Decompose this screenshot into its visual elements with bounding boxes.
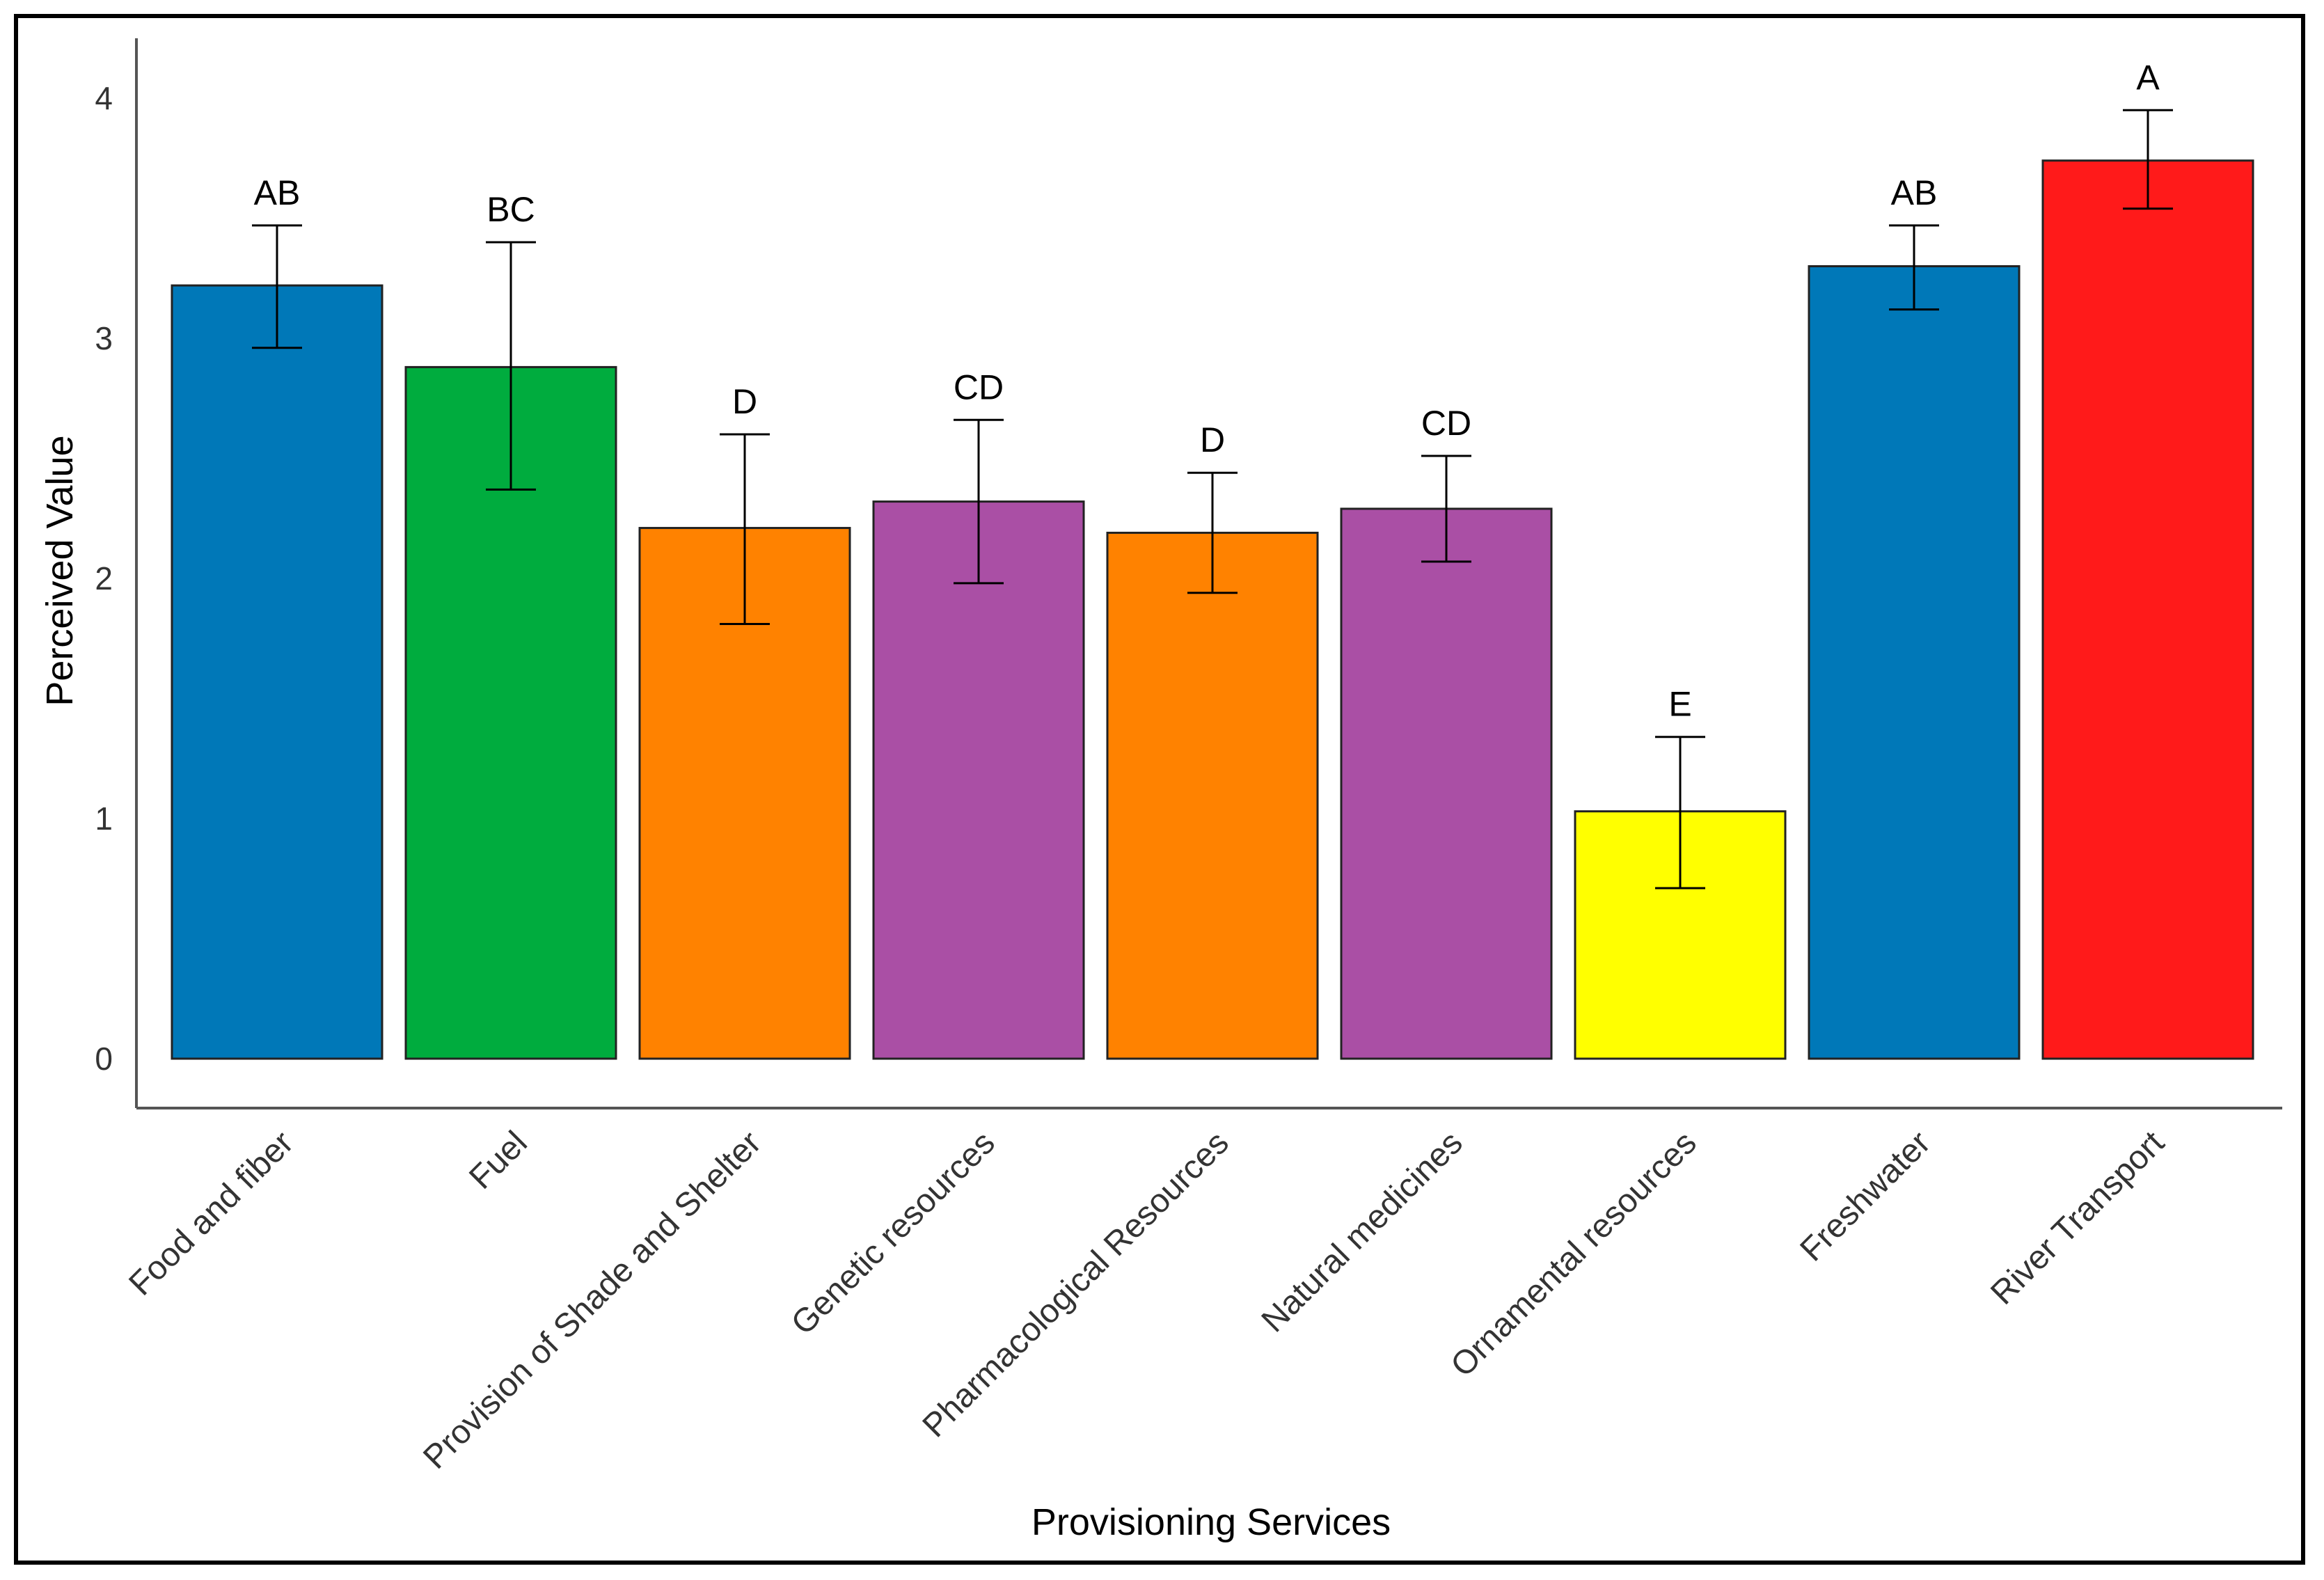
y-tick-label: 3 — [95, 320, 113, 356]
category-label: Fuel — [462, 1124, 535, 1196]
significance-letter: CD — [1421, 404, 1471, 443]
y-tick-label: 0 — [95, 1041, 113, 1077]
category-label: Freshwater — [1794, 1124, 1938, 1268]
error-bar — [2123, 109, 2173, 210]
error-bar — [1187, 471, 1238, 594]
bar — [872, 500, 1085, 1060]
significance-letter: D — [732, 382, 757, 421]
error-bar — [954, 418, 1004, 585]
error-bar — [252, 224, 302, 349]
y-tick-label: 2 — [95, 560, 113, 597]
significance-letter: D — [1200, 420, 1225, 459]
bar — [1340, 507, 1553, 1060]
significance-letter: AB — [1891, 173, 1938, 212]
category-label: Food and fiber — [122, 1124, 300, 1302]
error-bars — [252, 109, 2173, 890]
error-bar — [1421, 455, 1471, 563]
y-axis-title: Perceived Value — [39, 435, 81, 706]
bar — [1808, 265, 2021, 1060]
bar — [171, 284, 384, 1060]
category-label: River Transport — [1984, 1124, 2171, 1311]
error-bar — [486, 241, 536, 491]
category-label: Genetic resources — [784, 1124, 1002, 1342]
category-label: Ornamental resources — [1444, 1124, 1704, 1384]
y-tick-labels: 0 1 2 3 4 — [95, 80, 113, 1077]
axes — [135, 38, 2282, 1109]
significance-letter: BC — [487, 190, 535, 229]
significance-letters: AB BC D CD D CD E AB A — [254, 58, 2160, 723]
bar — [2041, 159, 2254, 1060]
significance-letter: CD — [954, 368, 1004, 406]
category-label: Natural medicines — [1255, 1124, 1470, 1339]
x-axis-title: Provisioning Services — [1031, 1501, 1391, 1543]
significance-letter: AB — [254, 173, 301, 212]
error-bar — [1889, 224, 1939, 311]
significance-letter: A — [2136, 58, 2160, 97]
y-tick-label: 1 — [95, 800, 113, 837]
error-bar — [1655, 736, 1705, 890]
error-bar — [720, 433, 770, 626]
y-tick-label: 4 — [95, 80, 113, 116]
bars — [171, 159, 2254, 1060]
significance-letter: E — [1668, 685, 1691, 724]
bar — [1106, 531, 1319, 1060]
